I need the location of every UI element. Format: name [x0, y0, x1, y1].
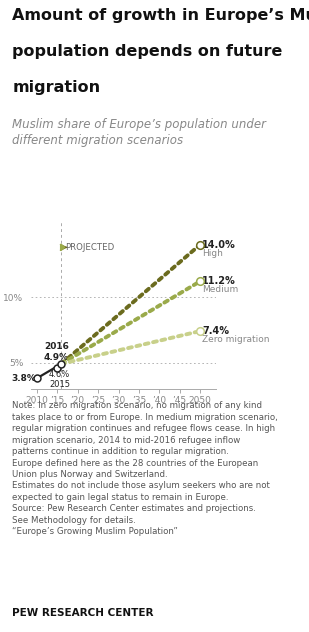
Text: High: High [202, 249, 223, 258]
Polygon shape [61, 244, 65, 251]
Text: Muslim share of Europe’s population under
different migration scenarios: Muslim share of Europe’s population unde… [12, 118, 266, 147]
Text: PROJECTED: PROJECTED [66, 243, 115, 252]
Text: Zero migration: Zero migration [202, 335, 269, 344]
Text: 14.0%: 14.0% [202, 240, 236, 250]
Text: migration: migration [12, 80, 100, 95]
Text: Note: In zero migration scenario, no migration of any kind
takes place to or fro: Note: In zero migration scenario, no mig… [12, 401, 278, 537]
Text: 11.2%: 11.2% [202, 276, 236, 286]
Text: 3.8%: 3.8% [11, 374, 36, 383]
Text: population depends on future: population depends on future [12, 44, 283, 59]
Text: Amount of growth in Europe’s Muslim: Amount of growth in Europe’s Muslim [12, 8, 309, 23]
Text: Medium: Medium [202, 286, 238, 295]
Text: 4.6%
2015: 4.6% 2015 [49, 370, 70, 389]
Text: 2016
4.9%: 2016 4.9% [44, 343, 69, 362]
Text: 7.4%: 7.4% [202, 326, 229, 336]
Text: PEW RESEARCH CENTER: PEW RESEARCH CENTER [12, 608, 154, 618]
